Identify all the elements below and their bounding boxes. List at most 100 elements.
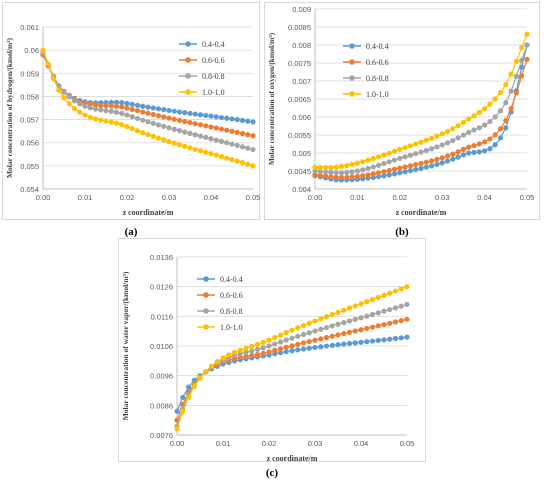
data-point-a-3-38 — [239, 160, 246, 166]
data-point-b-1-21 — [423, 159, 429, 165]
data-point-a-3-35 — [224, 155, 230, 161]
data-point-b-3-22 — [429, 135, 435, 141]
data-point-c-2-18 — [277, 339, 284, 345]
data-point-c-1-18 — [277, 346, 284, 352]
data-point-c-1-31 — [352, 328, 358, 334]
data-point-b-1-37 — [508, 105, 514, 112]
data-point-c-2-23 — [306, 330, 312, 336]
y-tick-label-b-10: 0.009 — [292, 5, 311, 14]
legend-marker-b-1 — [349, 59, 355, 65]
data-point-c-3-24 — [312, 318, 318, 324]
data-point-a-0-21 — [150, 105, 156, 111]
data-point-a-3-32 — [208, 151, 214, 157]
data-point-b-0-21 — [423, 164, 429, 170]
data-point-b-1-14 — [386, 167, 392, 174]
panel-caption-a: (a) — [124, 226, 138, 238]
chart-panel-a: 0.054 0.055 0.056 0.057 0.058 0.059 0.06 0.061 0… — [2, 2, 260, 220]
data-point-b-3-2 — [323, 164, 329, 171]
data-point-a-1-16 — [124, 105, 130, 111]
data-point-c-3-17 — [272, 334, 278, 341]
data-point-b-1-38 — [513, 90, 519, 96]
x-tick-label-b-0: 0.00 — [308, 193, 323, 202]
data-point-a-1-34 — [218, 126, 225, 132]
legend-label-c-1: 0.6-0.6 — [220, 291, 243, 300]
y-tick-label-c-0: 0.0076 — [150, 431, 173, 440]
data-point-a-0-38 — [239, 117, 246, 123]
data-point-b-1-18 — [407, 163, 413, 169]
data-point-c-2-16 — [266, 343, 272, 349]
data-point-c-3-27 — [329, 311, 335, 318]
data-point-b-3-3 — [328, 164, 334, 171]
data-point-c-3-19 — [283, 330, 289, 336]
data-point-a-0-17 — [129, 101, 135, 107]
data-point-c-0-34 — [369, 338, 376, 344]
data-point-c-3-1 — [180, 408, 186, 415]
data-point-b-1-5 — [338, 174, 345, 181]
data-point-a-3-40 — [250, 163, 256, 169]
data-point-c-3-30 — [346, 305, 353, 311]
data-point-b-3-17 — [402, 144, 408, 151]
data-point-b-3-1 — [317, 164, 323, 170]
y-tick-label-a-7: 0.061 — [20, 23, 39, 32]
data-point-b-3-11 — [370, 155, 376, 162]
data-point-c-3-5 — [203, 368, 209, 375]
x-tick-label-a-5: 0.05 — [246, 193, 261, 202]
data-point-c-3-29 — [341, 307, 347, 313]
data-point-a-0-34 — [218, 114, 225, 121]
legend-marker-c-3 — [203, 324, 209, 330]
data-point-b-0-27 — [455, 154, 461, 160]
data-point-c-2-27 — [329, 323, 335, 329]
data-point-a-2-17 — [129, 114, 135, 120]
data-point-b-1-30 — [471, 142, 477, 149]
legend-marker-b-0 — [349, 43, 355, 49]
data-point-b-1-9 — [360, 173, 366, 179]
data-point-a-2-5 — [66, 94, 72, 100]
data-point-a-3-14 — [113, 120, 120, 126]
data-point-c-0-25 — [318, 344, 324, 350]
data-point-a-1-17 — [129, 106, 135, 112]
data-point-b-3-14 — [386, 150, 392, 156]
y-tick-label-a-2: 0.056 — [20, 139, 39, 148]
data-point-c-3-26 — [323, 314, 330, 320]
data-point-c-2-31 — [352, 316, 358, 322]
data-point-c-3-13 — [249, 343, 255, 349]
data-point-a-0-39 — [245, 118, 251, 124]
data-point-b-1-33 — [487, 136, 493, 142]
data-point-c-2-28 — [335, 321, 341, 327]
x-tick-label-c-2: 0.02 — [262, 439, 277, 448]
data-point-a-2-11 — [98, 107, 104, 113]
data-point-c-0-20 — [289, 348, 295, 354]
data-point-b-3-15 — [391, 148, 398, 154]
data-point-b-1-13 — [381, 169, 387, 175]
legend-label-a-0: 0.4-0.4 — [202, 40, 225, 49]
data-point-a-3-28 — [187, 145, 193, 151]
y-tick-label-c-6: 0.0136 — [150, 253, 173, 262]
data-point-b-1-28 — [460, 146, 466, 152]
data-point-c-3-31 — [352, 303, 358, 309]
data-point-b-2-31 — [476, 125, 482, 131]
data-point-b-3-26 — [450, 126, 456, 132]
data-point-a-3-4 — [61, 95, 67, 101]
data-point-b-3-39 — [519, 44, 525, 51]
data-point-b-3-31 — [476, 109, 482, 116]
data-point-a-3-12 — [103, 118, 109, 124]
data-point-b-0-13 — [381, 173, 387, 179]
data-point-a-0-24 — [166, 107, 172, 114]
data-point-b-2-30 — [471, 127, 477, 133]
data-point-b-3-4 — [333, 164, 339, 170]
legend-label-a-1: 0.6-0.6 — [202, 56, 225, 65]
data-point-c-0-40 — [404, 334, 410, 340]
data-point-b-2-3 — [328, 169, 334, 175]
data-point-a-2-14 — [113, 109, 120, 115]
data-point-a-1-36 — [229, 128, 235, 134]
data-point-c-1-17 — [272, 347, 278, 353]
data-point-b-2-40 — [524, 42, 530, 48]
data-point-a-1-31 — [203, 123, 209, 129]
data-point-b-3-37 — [508, 71, 514, 77]
data-point-a-1-14 — [113, 103, 120, 109]
data-point-c-2-19 — [283, 337, 289, 343]
data-point-a-2-7 — [77, 101, 83, 107]
data-point-c-3-37 — [387, 290, 393, 296]
data-point-b-1-0 — [312, 172, 318, 178]
data-point-a-2-30 — [197, 133, 204, 139]
